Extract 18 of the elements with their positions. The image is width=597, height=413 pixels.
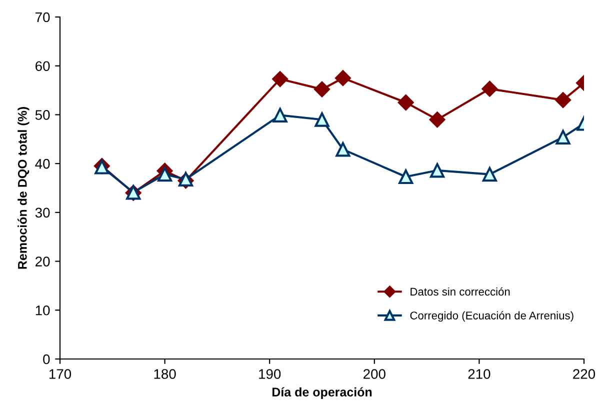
x-tick-label: 190: [259, 369, 281, 379]
y-tick-label: 40: [35, 158, 50, 169]
legend-label: Corregido (Ecuación de Arrenius): [410, 311, 574, 322]
y-tick-label: 60: [36, 61, 50, 72]
x-tick-label: 180: [154, 369, 176, 379]
y-tick-label: 70: [36, 12, 50, 22]
x-tick-label: 220: [573, 369, 596, 379]
y-tick-label: 0: [43, 354, 50, 364]
x-axis-title: Día de operación: [272, 387, 372, 399]
y-tick-label: 10: [36, 305, 50, 316]
y-tick-label: 30: [35, 208, 50, 218]
legend-label: Datos sin corrección: [410, 287, 510, 296]
y-axis-title: Remoción de DQO total (%): [18, 107, 30, 269]
x-tick-label: 170: [49, 369, 72, 379]
x-tick-label: 210: [468, 369, 490, 379]
y-tick-label: 50: [35, 110, 50, 120]
y-tick-label: 20: [36, 256, 50, 266]
x-tick-label: 200: [364, 369, 386, 379]
